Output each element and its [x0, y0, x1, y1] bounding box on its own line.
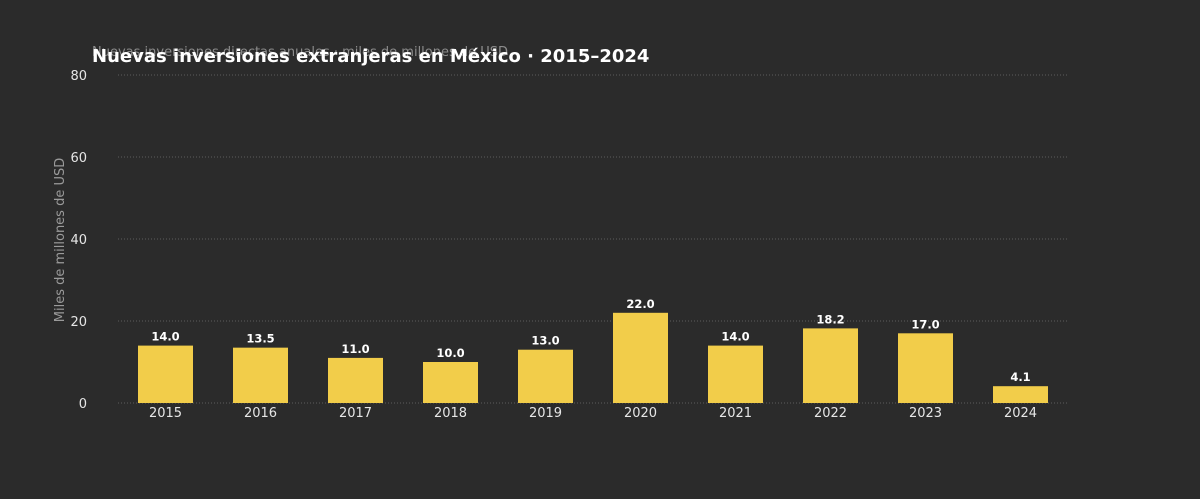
bar-2019 — [518, 349, 573, 403]
bar-2020 — [613, 312, 668, 403]
y-tick-label: 0 — [79, 397, 87, 412]
x-tick-label: 2023 — [909, 406, 942, 421]
x-tick-label: 2018 — [434, 406, 467, 421]
data-label-2021: 14.0 — [721, 330, 749, 344]
bar-2023 — [898, 333, 953, 403]
x-tick-label: 2021 — [719, 406, 752, 421]
y-axis-label: Miles de millones de USD — [53, 158, 68, 322]
bar-2016 — [233, 347, 288, 403]
bars — [138, 312, 1048, 403]
data-label-2019: 13.0 — [531, 334, 559, 348]
data-label-2024: 4.1 — [1010, 370, 1030, 384]
y-tick-label: 80 — [70, 69, 87, 84]
data-label-2017: 11.0 — [341, 342, 369, 356]
data-label-2015: 14.0 — [151, 330, 179, 344]
bar-2024 — [993, 386, 1048, 403]
y-tick-label: 40 — [70, 233, 87, 248]
bar-2015 — [138, 345, 193, 403]
gridlines — [118, 74, 1068, 404]
data-label-2016: 13.5 — [246, 332, 274, 346]
data-label-2023: 17.0 — [911, 317, 939, 331]
x-tick-label: 2016 — [244, 406, 277, 421]
chart-title: Nuevas inversiones extranjeras en México… — [92, 46, 649, 67]
x-axis-ticks: 2015 2016 2017 2018 2019 2020 2021 2022 2023 2024 — [149, 406, 1037, 421]
x-tick-label: 2022 — [814, 406, 847, 421]
x-tick-label: 2024 — [1004, 406, 1037, 421]
bar-2022 — [803, 328, 858, 403]
bar-2017 — [328, 357, 383, 403]
y-axis-ticks: 0 20 40 60 80 — [70, 69, 87, 412]
y-tick-label: 60 — [70, 151, 87, 166]
chart-subtitle: Nuevas inversiones directas anuales · mi… — [92, 45, 508, 60]
bar-2021 — [708, 345, 763, 403]
x-tick-label: 2019 — [529, 406, 562, 421]
x-tick-label: 2015 — [149, 406, 182, 421]
y-tick-label: 20 — [70, 315, 87, 330]
data-labels: 14.0 13.5 11.0 10.0 13.0 22.0 14.0 18.2 17.0 4.1 — [151, 297, 1030, 384]
data-label-2018: 10.0 — [436, 346, 464, 360]
x-tick-label: 2020 — [624, 406, 657, 421]
data-label-2020: 22.0 — [626, 297, 654, 311]
x-tick-label: 2017 — [339, 406, 372, 421]
bar-2018 — [423, 362, 478, 403]
data-label-2022: 18.2 — [816, 312, 844, 326]
